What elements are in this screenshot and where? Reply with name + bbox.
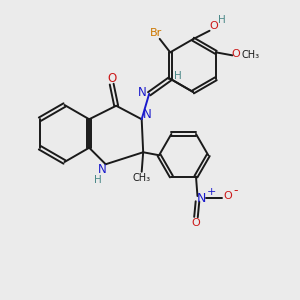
Text: H: H (218, 15, 226, 25)
Text: CH₃: CH₃ (133, 173, 151, 183)
Text: O: O (192, 218, 200, 228)
Text: CH₃: CH₃ (242, 50, 260, 60)
Text: N: N (98, 163, 107, 176)
Text: H: H (94, 175, 102, 185)
Text: +: + (207, 188, 217, 197)
Text: N: N (143, 108, 152, 121)
Text: O: O (107, 72, 116, 85)
Text: N: N (196, 192, 206, 205)
Text: -: - (234, 184, 238, 197)
Text: Br: Br (150, 28, 162, 38)
Text: H: H (174, 71, 182, 81)
Text: O: O (210, 21, 218, 31)
Text: N: N (138, 86, 147, 99)
Text: O: O (223, 191, 232, 201)
Text: O: O (232, 49, 240, 59)
